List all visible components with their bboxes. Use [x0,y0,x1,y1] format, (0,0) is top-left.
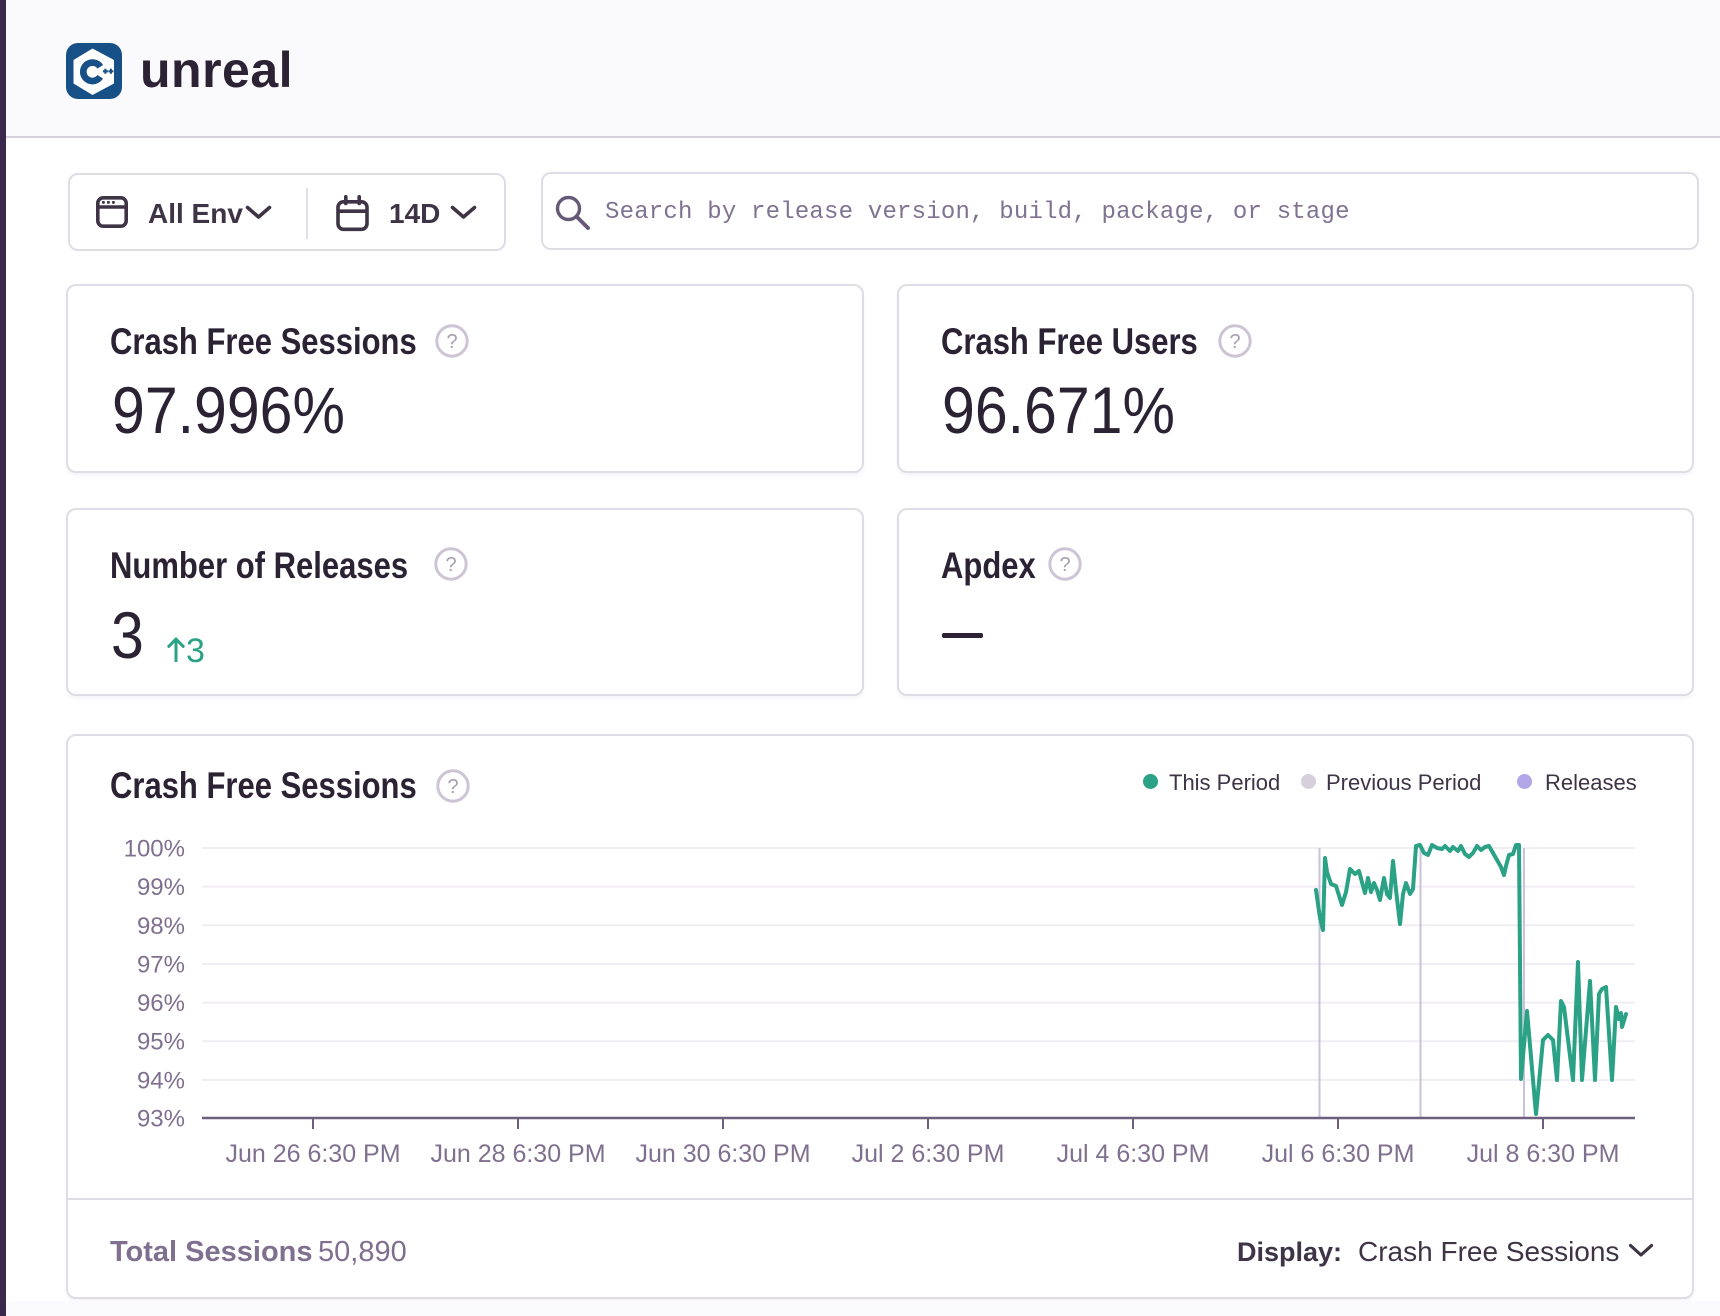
svg-text:Jul 8 6:30 PM: Jul 8 6:30 PM [1467,1140,1620,1168]
svg-text:96%: 96% [137,990,185,1017]
svg-text:?: ? [446,331,457,353]
svg-text:94%: 94% [137,1067,185,1094]
svg-text:Jul 6 6:30 PM: Jul 6 6:30 PM [1262,1140,1415,1168]
svg-text:97%: 97% [137,951,185,978]
svg-text:99%: 99% [137,874,185,901]
svg-text:Jul 2 6:30 PM: Jul 2 6:30 PM [852,1140,1005,1168]
svg-text:?: ? [445,554,456,576]
svg-text:Jul 4 6:30 PM: Jul 4 6:30 PM [1057,1140,1210,1168]
svg-text:?: ? [447,776,458,798]
svg-text:98%: 98% [137,913,185,940]
svg-text:95%: 95% [137,1029,185,1056]
svg-text:Jun 28 6:30 PM: Jun 28 6:30 PM [430,1140,605,1168]
svg-text:Jun 30 6:30 PM: Jun 30 6:30 PM [635,1140,810,1168]
svg-text:93%: 93% [137,1106,185,1133]
svg-text:?: ? [1059,554,1070,576]
svg-text:Jun 26 6:30 PM: Jun 26 6:30 PM [225,1140,400,1168]
svg-text:?: ? [1229,331,1240,353]
svg-text:100%: 100% [124,836,185,863]
